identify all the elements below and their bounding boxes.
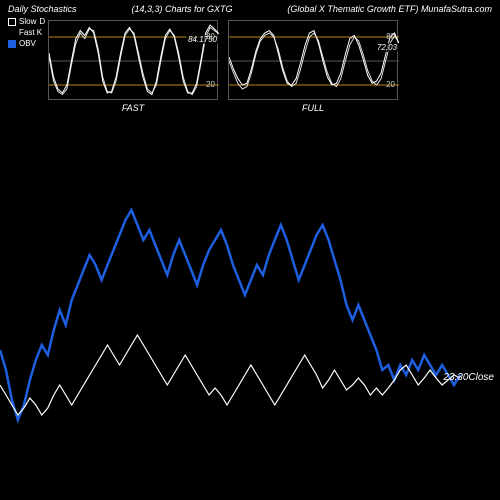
header-left: Daily Stochastics [8,4,77,14]
legend-swatch-fastk [8,29,16,37]
legend-sublabel: D [39,16,45,27]
axis-20: 20 [206,80,215,89]
legend-item-obv: OBV [8,38,45,49]
main-chart-svg [0,170,500,500]
axis-80: 80 [386,32,395,41]
axis-20: 20 [386,80,395,89]
mini-charts-row: 84.1750 80 20 FAST 72.03 80 20 FULL [0,14,500,100]
chart-header: Daily Stochastics (14,3,3) Charts for GX… [0,0,500,14]
legend-label: Slow [19,16,36,27]
header-params: (14,3,3) Charts for GXTG [131,4,232,14]
stochastic-fast-svg [49,21,219,101]
header-right: (Global X Thematic Growth ETF) MunafaSut… [287,4,492,14]
legend-label: OBV [19,38,36,49]
main-chart: 23.30Close [0,170,500,500]
mini-chart-fast: 84.1750 80 20 FAST [48,20,218,100]
legend-swatch-slow [8,18,16,26]
axis-80: 80 [206,32,215,41]
legend-swatch-obv [8,40,16,48]
mini-label-fast: FAST [122,103,144,113]
legend-item-slow: Slow D [8,16,45,27]
mini-label-full: FULL [302,103,324,113]
legend-item-fastk: Fast K [8,27,45,38]
legend-label: Fast K [19,27,42,38]
stochastic-full-svg [229,21,399,101]
full-value: 72.03 [375,43,399,52]
mini-chart-full: 72.03 80 20 FULL [228,20,398,100]
close-label: 23.30Close [443,372,494,383]
legend: Slow D Fast K OBV [8,16,45,49]
